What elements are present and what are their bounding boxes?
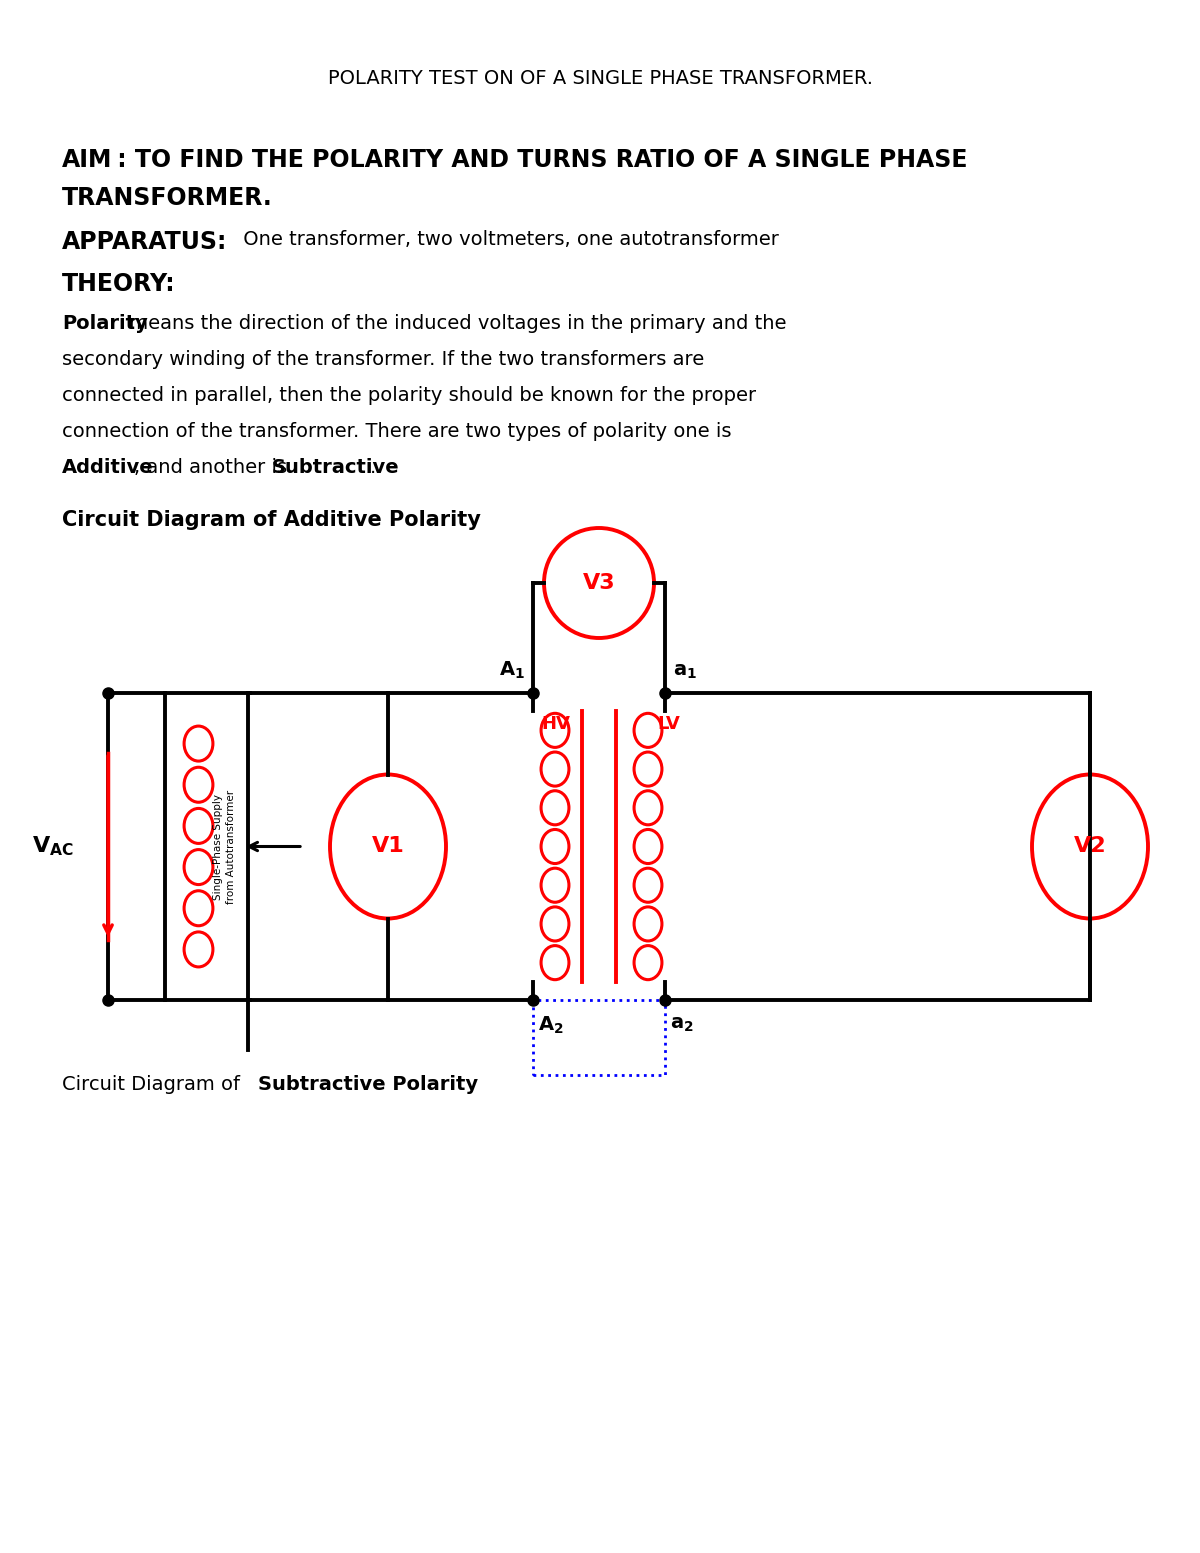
Bar xyxy=(533,1000,665,1075)
Text: $\mathbf{a_1}$: $\mathbf{a_1}$ xyxy=(673,662,697,682)
Text: Additive: Additive xyxy=(62,458,154,477)
Text: V1: V1 xyxy=(372,837,404,857)
Text: $\mathbf{A_1}$: $\mathbf{A_1}$ xyxy=(499,660,526,682)
Text: Polarity: Polarity xyxy=(62,314,148,332)
Text: $\mathbf{a_2}$: $\mathbf{a_2}$ xyxy=(670,1016,694,1034)
Text: connected in parallel, then the polarity should be known for the proper: connected in parallel, then the polarity… xyxy=(62,387,756,405)
Text: Single-Phase Supply
from Autotransformer: Single-Phase Supply from Autotransformer xyxy=(214,789,235,904)
Text: TRANSFORMER.: TRANSFORMER. xyxy=(62,186,272,210)
Text: V2: V2 xyxy=(1074,837,1106,857)
Text: V3: V3 xyxy=(583,573,616,593)
Text: HV: HV xyxy=(541,714,570,733)
Text: : TO FIND THE POLARITY AND TURNS RATIO OF A SINGLE PHASE: : TO FIND THE POLARITY AND TURNS RATIO O… xyxy=(109,148,967,172)
Text: .: . xyxy=(370,458,377,477)
Text: connection of the transformer. There are two types of polarity one is: connection of the transformer. There are… xyxy=(62,422,732,441)
Text: THEORY:: THEORY: xyxy=(62,272,175,297)
Text: AIM: AIM xyxy=(62,148,113,172)
Text: $\mathbf{V_{AC}}$: $\mathbf{V_{AC}}$ xyxy=(32,834,74,857)
Text: APPARATUS:: APPARATUS: xyxy=(62,230,227,255)
Text: Subtractive: Subtractive xyxy=(272,458,400,477)
Text: secondary winding of the transformer. If the two transformers are: secondary winding of the transformer. If… xyxy=(62,349,704,370)
Text: POLARITY TEST ON OF A SINGLE PHASE TRANSFORMER.: POLARITY TEST ON OF A SINGLE PHASE TRANS… xyxy=(328,68,872,87)
Text: LV: LV xyxy=(658,714,679,733)
Text: $\mathbf{A_2}$: $\mathbf{A_2}$ xyxy=(538,1016,564,1036)
Text: means the direction of the induced voltages in the primary and the: means the direction of the induced volta… xyxy=(124,314,786,332)
Text: Subtractive Polarity: Subtractive Polarity xyxy=(258,1075,478,1093)
Text: Circuit Diagram of: Circuit Diagram of xyxy=(62,1075,246,1093)
Text: , and another is: , and another is xyxy=(134,458,293,477)
Text: One transformer, two voltmeters, one autotransformer: One transformer, two voltmeters, one aut… xyxy=(238,230,779,248)
Text: Circuit Diagram of Additive Polarity: Circuit Diagram of Additive Polarity xyxy=(62,509,481,530)
